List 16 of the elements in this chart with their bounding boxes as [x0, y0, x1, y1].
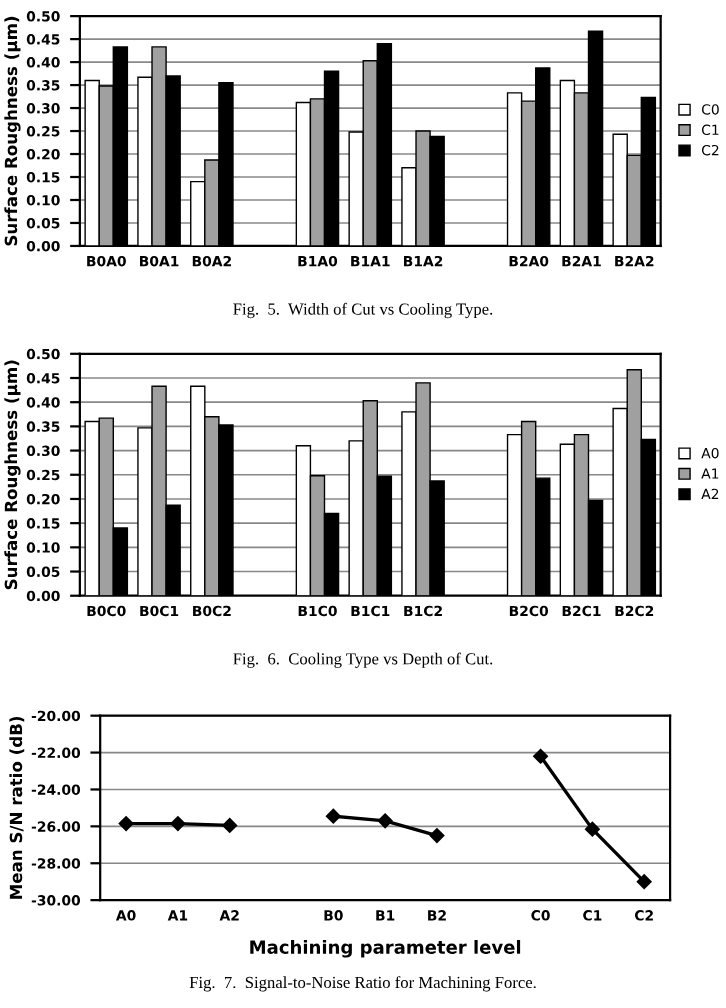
point	[222, 818, 237, 833]
x-axis-title: Machining parameter level	[250, 939, 521, 958]
y-axis-title: Mean S/N ratio (dB)	[9, 716, 25, 899]
point	[170, 816, 186, 831]
caption: Fig. 5. Width of Cut vs Cooling Type.	[233, 302, 493, 319]
y-axis-title: Surface Roughness (µm)	[4, 360, 21, 590]
caption: Fig. 7. Signal-to-Noise Ratio for Machining Force.	[189, 976, 536, 992]
point	[377, 813, 393, 829]
y-axis-title: Surface Roughness (µm)	[4, 16, 21, 246]
point	[326, 808, 341, 824]
point	[585, 821, 600, 837]
point	[118, 816, 134, 831]
point	[636, 874, 652, 889]
point	[533, 748, 548, 764]
point	[429, 828, 445, 843]
caption: Fig. 6. Cooling Type vs Depth of Cut.	[233, 652, 493, 668]
